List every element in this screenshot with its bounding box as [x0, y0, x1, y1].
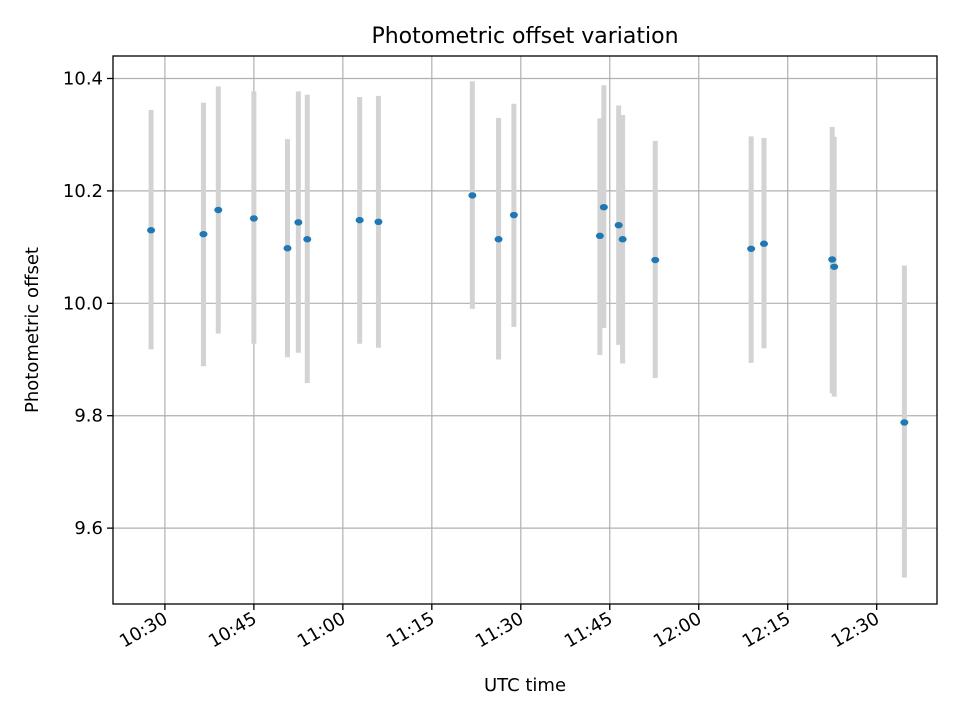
x-tick-label: 12:30: [828, 608, 883, 652]
x-tick-label: 10:45: [205, 608, 260, 652]
chart-title: Photometric offset variation: [371, 24, 678, 49]
data-point: [147, 227, 156, 234]
x-axis-label: UTC time: [484, 675, 566, 696]
data-point: [614, 221, 623, 229]
x-tick-label: 10:30: [116, 608, 171, 652]
y-tick-label: 9.8: [74, 406, 103, 427]
data-point: [214, 206, 223, 214]
y-tick-label: 9.6: [74, 518, 103, 539]
y-tick-label: 10.2: [63, 181, 103, 202]
data-point: [599, 203, 608, 211]
data-point: [759, 240, 768, 247]
data-point: [828, 256, 837, 263]
data-point: [355, 216, 364, 224]
data-point: [374, 218, 383, 226]
y-axis-label: Photometric offset: [22, 247, 43, 413]
x-tick-label: 11:15: [383, 608, 438, 652]
data-points: [147, 192, 909, 426]
x-tick-label: 11:45: [561, 608, 616, 652]
data-point: [494, 236, 503, 243]
x-tick-label: 11:30: [472, 608, 527, 652]
data-point: [900, 419, 909, 426]
data-point: [651, 256, 660, 264]
data-point: [830, 263, 839, 270]
x-tick-label: 11:00: [294, 608, 349, 652]
data-point: [618, 236, 627, 243]
y-tick-label: 10.4: [63, 68, 103, 89]
x-tick-label: 12:15: [739, 608, 794, 652]
data-point: [468, 192, 477, 199]
plot-frame: [112, 55, 938, 605]
data-point: [283, 245, 292, 252]
data-point: [249, 215, 258, 222]
x-tick-label: 12:00: [650, 608, 705, 652]
error-bars: [148, 81, 907, 578]
data-point: [595, 232, 604, 240]
data-point: [747, 245, 756, 252]
y-tick-label: 10.0: [63, 293, 103, 314]
data-point: [199, 230, 208, 238]
grid: [113, 56, 937, 604]
data-point: [509, 211, 518, 219]
data-point: [303, 236, 312, 243]
data-point: [294, 219, 303, 226]
